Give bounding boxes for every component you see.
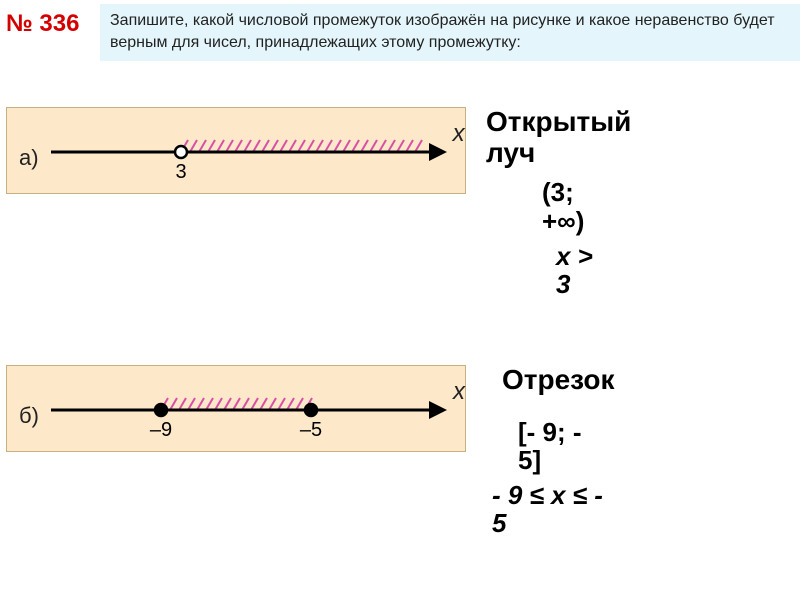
inequality-a: x > 3 xyxy=(556,242,631,299)
interval-a: (3; +∞) xyxy=(542,178,631,235)
inequality-b-l2: 5 xyxy=(492,508,506,538)
inequality-b-l1: - 9 ≤ x ≤ - xyxy=(492,480,603,510)
answer-type-b: Отрезок xyxy=(502,365,615,396)
answer-type-a-l1: Открытый xyxy=(486,106,631,137)
panel-a: а) 3 x xyxy=(6,107,466,194)
inequality-b: - 9 ≤ x ≤ - 5 xyxy=(492,481,615,538)
svg-text:–5: –5 xyxy=(300,419,322,440)
answers-b: Отрезок [- 9; - 5] - 9 ≤ x ≤ - 5 xyxy=(502,365,615,538)
answers-a: Открытый луч (3; +∞) x > 3 xyxy=(486,107,631,299)
axis-var-b: x xyxy=(453,378,465,406)
row-a: а) 3 x Открытый луч (3; +∞) x > 3 xyxy=(0,107,800,299)
letter-a: а) xyxy=(19,145,39,171)
inequality-a-l1: x > xyxy=(556,241,593,271)
number-line-b: –9 –5 xyxy=(51,388,447,445)
interval-a-l1: (3; xyxy=(542,177,574,207)
letter-b: б) xyxy=(19,403,39,429)
interval-b-l2: 5] xyxy=(518,445,541,475)
row-b: б) –9 –5 x Отрезок [- 9; - 5] - 9 ≤ x ≤ -… xyxy=(0,365,800,538)
svg-text:3: 3 xyxy=(175,161,186,182)
interval-b-l1: [- 9; - xyxy=(518,417,582,447)
axis-var-a: x xyxy=(453,120,465,148)
svg-text:–9: –9 xyxy=(150,419,172,440)
interval-a-l2: +∞) xyxy=(542,206,584,236)
task-text: Запишите, какой числовой промежуток изоб… xyxy=(100,4,800,61)
answer-type-a: Открытый луч xyxy=(486,107,631,169)
panel-b: б) –9 –5 x xyxy=(6,365,466,452)
problem-number: № 336 xyxy=(0,4,100,44)
answer-type-a-l2: луч xyxy=(486,137,535,168)
number-line-a: 3 xyxy=(51,130,447,187)
interval-b: [- 9; - 5] xyxy=(518,418,615,475)
header-row: № 336 Запишите, какой числовой промежуто… xyxy=(0,0,800,61)
inequality-a-l2: 3 xyxy=(556,269,570,299)
